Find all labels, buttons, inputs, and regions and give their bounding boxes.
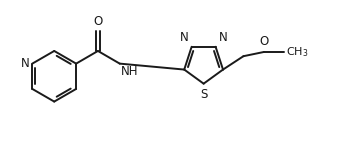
Text: O: O (259, 36, 269, 48)
Text: N: N (180, 31, 189, 44)
Text: S: S (200, 88, 207, 101)
Text: NH: NH (121, 65, 139, 78)
Text: O: O (93, 15, 102, 28)
Text: N: N (21, 57, 29, 70)
Text: N: N (218, 31, 227, 44)
Text: CH$_3$: CH$_3$ (286, 45, 308, 59)
